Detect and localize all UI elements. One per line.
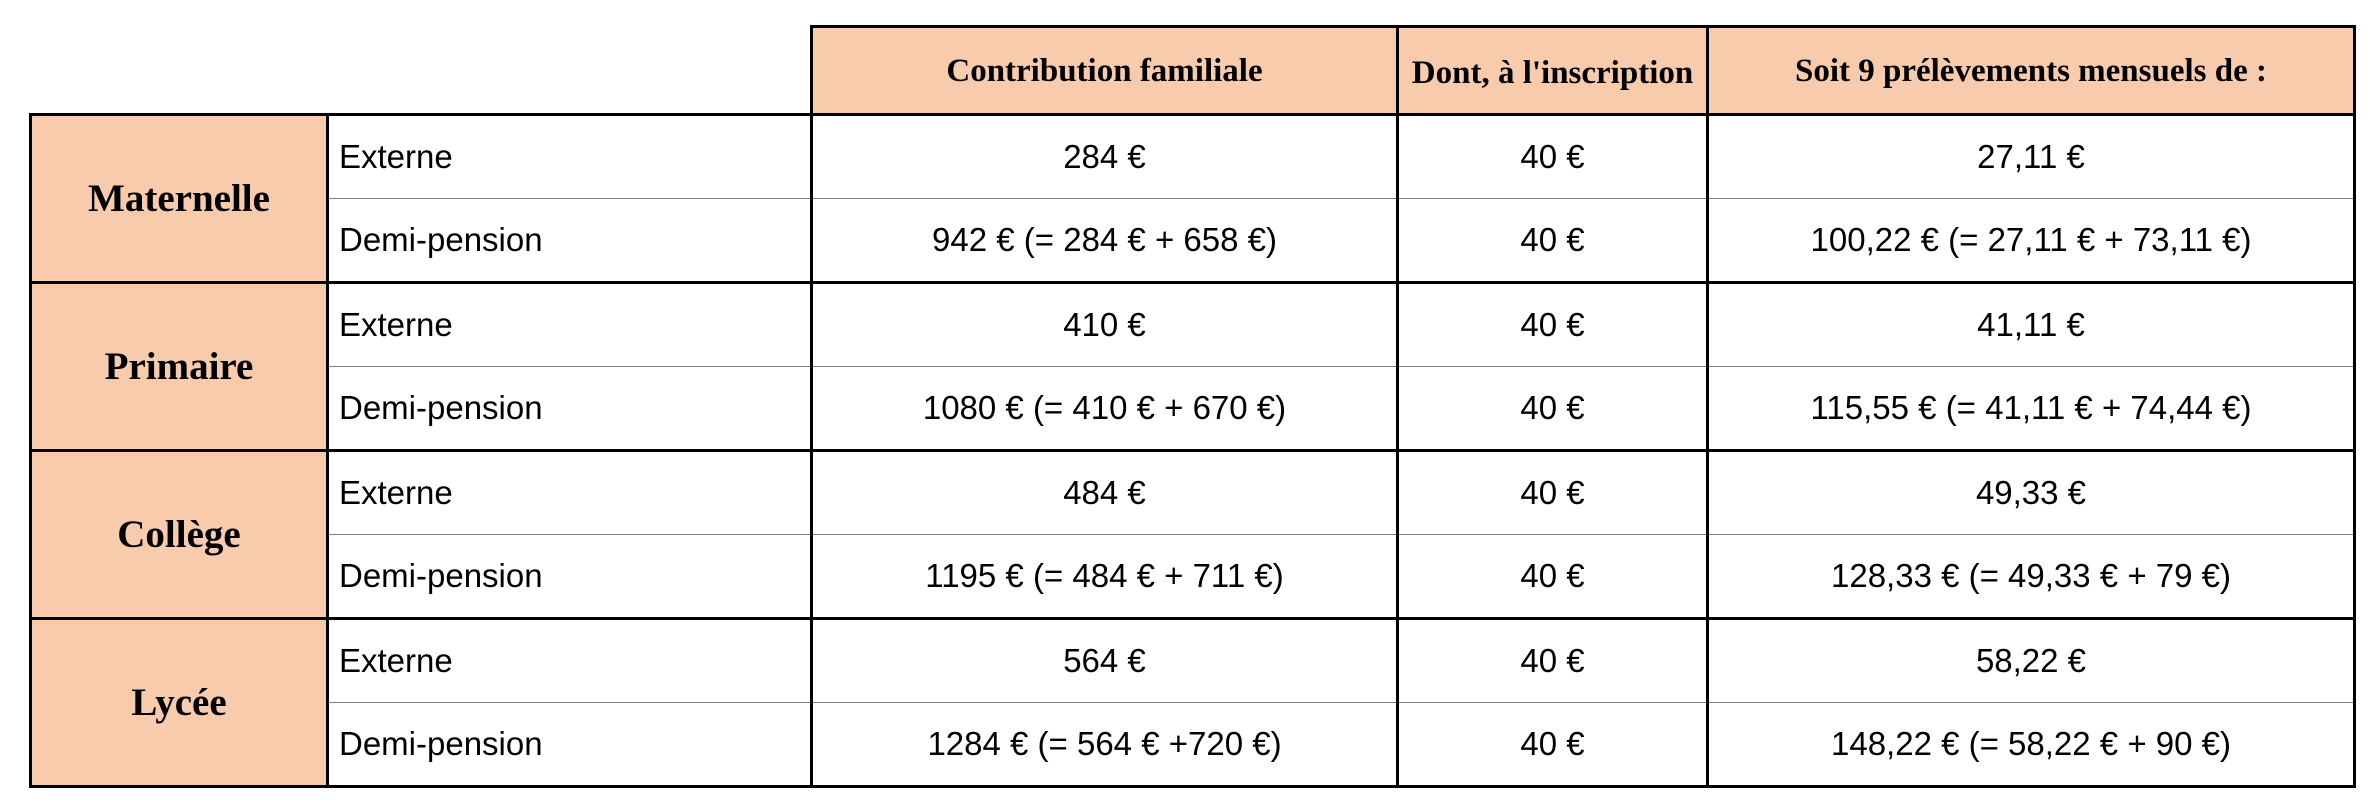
row-type: Externe xyxy=(326,113,813,199)
level-college: Collège xyxy=(29,449,329,620)
inscription-value: 40 € xyxy=(1396,449,1709,535)
contribution-value: 1284 € (= 564 € +720 €) xyxy=(810,702,1399,788)
fee-table: Contribution familiale Dont, à l'inscrip… xyxy=(29,25,2356,788)
empty-corner xyxy=(31,27,812,115)
table-row: Maternelle Externe 284 € 40 € 27,11 € xyxy=(29,113,2356,284)
monthly-value: 41,11 € xyxy=(1706,281,2356,367)
monthly-value: 58,22 € xyxy=(1706,617,2356,703)
level-primaire: Primaire xyxy=(29,281,329,452)
contribution-value: 564 € xyxy=(810,617,1399,703)
contribution-value: 284 € xyxy=(810,113,1399,199)
monthly-value: 100,22 € (= 27,11 € + 73,11 €) xyxy=(1706,198,2356,284)
table-row: Demi-pension 1080 € (= 410 € + 670 €) 40… xyxy=(31,366,2356,452)
level-lycee: Lycée xyxy=(29,617,329,788)
row-type: Externe xyxy=(326,617,813,703)
row-type: Externe xyxy=(326,449,813,535)
inscription-value: 40 € xyxy=(1396,198,1709,284)
header-monthly: Soit 9 prélèvements mensuels de : xyxy=(1706,25,2356,116)
contribution-value: 484 € xyxy=(810,449,1399,535)
table-row: Collège Externe 484 € 40 € 49,33 € xyxy=(29,449,2356,620)
row-type: Demi-pension xyxy=(326,366,813,452)
table-row: Demi-pension 942 € (= 284 € + 658 €) 40 … xyxy=(31,198,2356,284)
monthly-value: 27,11 € xyxy=(1706,113,2356,199)
contribution-value: 410 € xyxy=(810,281,1399,367)
header-row: Contribution familiale Dont, à l'inscrip… xyxy=(31,25,2356,116)
table-row: Demi-pension 1284 € (= 564 € +720 €) 40 … xyxy=(31,702,2356,788)
row-type: Demi-pension xyxy=(326,702,813,788)
table-row: Lycée Externe 564 € 40 € 58,22 € xyxy=(29,617,2356,788)
header-inscription: Dont, à l'inscription xyxy=(1396,25,1709,116)
table-row: Primaire Externe 410 € 40 € 41,11 € xyxy=(29,281,2356,452)
contribution-value: 1195 € (= 484 € + 711 €) xyxy=(810,534,1399,620)
inscription-value: 40 € xyxy=(1396,702,1709,788)
contribution-value: 1080 € (= 410 € + 670 €) xyxy=(810,366,1399,452)
inscription-value: 40 € xyxy=(1396,617,1709,703)
inscription-value: 40 € xyxy=(1396,113,1709,199)
row-type: Externe xyxy=(326,281,813,367)
inscription-value: 40 € xyxy=(1396,281,1709,367)
row-type: Demi-pension xyxy=(326,198,813,284)
inscription-value: 40 € xyxy=(1396,366,1709,452)
level-maternelle: Maternelle xyxy=(29,113,329,284)
monthly-value: 128,33 € (= 49,33 € + 79 €) xyxy=(1706,534,2356,620)
row-type: Demi-pension xyxy=(326,534,813,620)
header-contribution: Contribution familiale xyxy=(810,25,1399,116)
monthly-value: 49,33 € xyxy=(1706,449,2356,535)
monthly-value: 115,55 € (= 41,11 € + 74,44 €) xyxy=(1706,366,2356,452)
inscription-value: 40 € xyxy=(1396,534,1709,620)
monthly-value: 148,22 € (= 58,22 € + 90 €) xyxy=(1706,702,2356,788)
table-row: Demi-pension 1195 € (= 484 € + 711 €) 40… xyxy=(31,534,2356,620)
contribution-value: 942 € (= 284 € + 658 €) xyxy=(810,198,1399,284)
